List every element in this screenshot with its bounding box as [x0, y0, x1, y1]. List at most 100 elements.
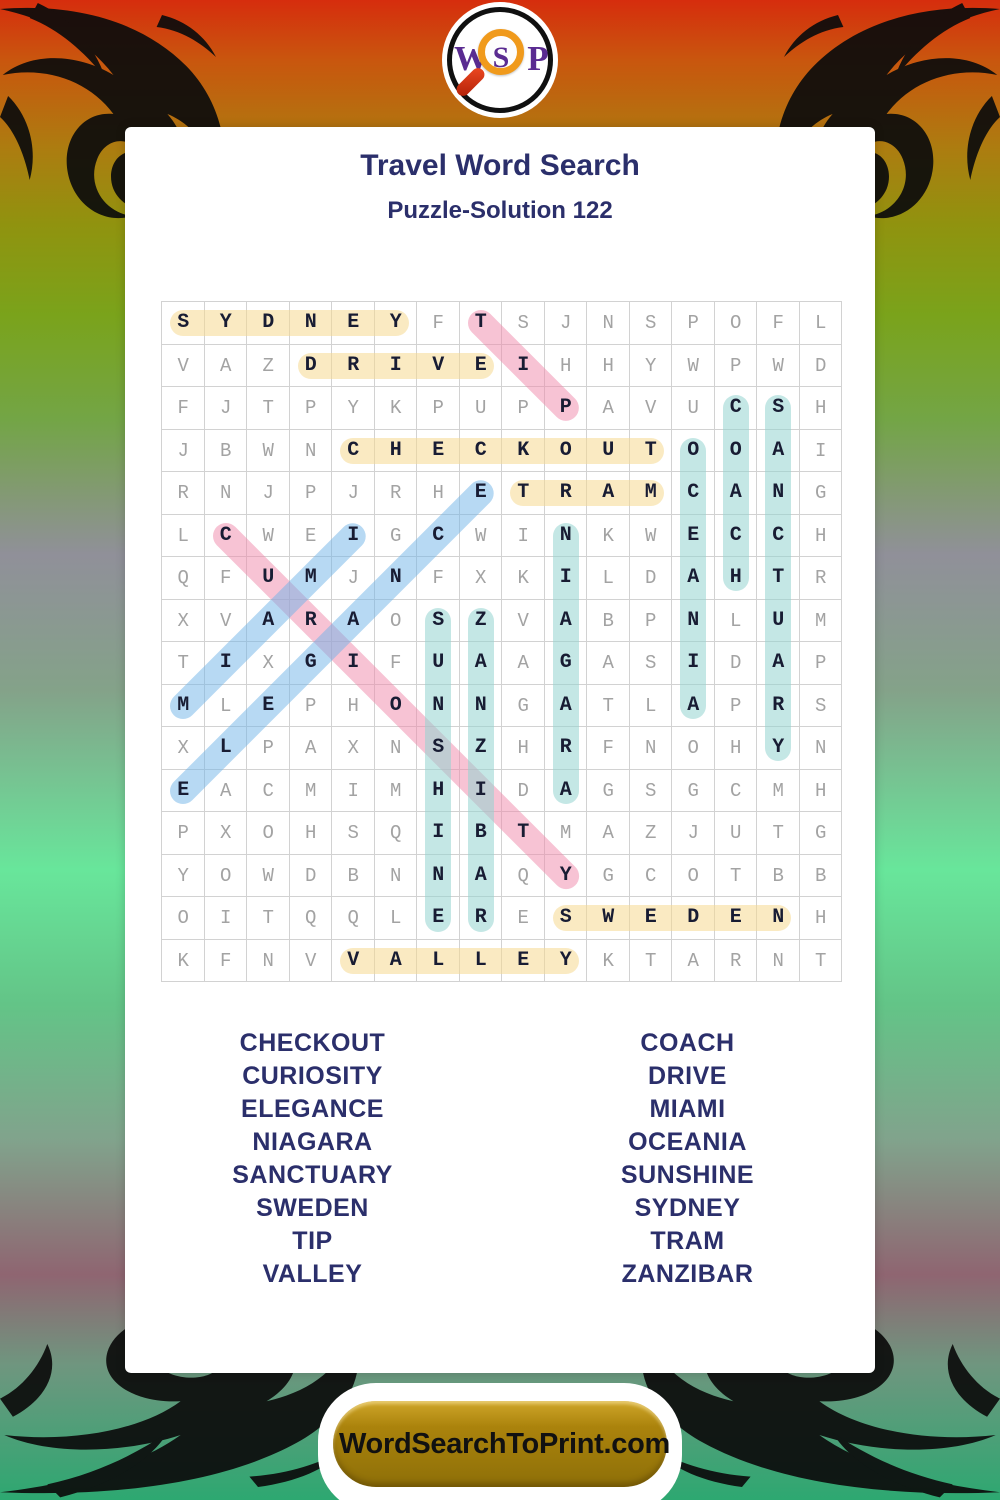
grid-cell: [459, 472, 502, 515]
word-list-item: SWEDEN: [256, 1194, 369, 1222]
grid-letter: S: [645, 312, 657, 334]
grid-letter: H: [602, 354, 614, 377]
grid-letter: Y: [559, 948, 572, 972]
grid-letter: C: [729, 523, 742, 547]
grid-cell: [204, 557, 247, 600]
grid-cell: [629, 642, 672, 685]
grid-cell: [629, 684, 672, 727]
grid-letter: C: [219, 523, 232, 547]
grid-letter: F: [602, 737, 614, 759]
wsp-logo: W P S: [442, 2, 558, 118]
grid-cell: [204, 812, 247, 855]
grid-letter: S: [645, 652, 657, 674]
grid-cell: [544, 302, 587, 345]
grid-cell: [502, 727, 545, 770]
site-link-button[interactable]: WordSearchToPrint.com: [333, 1401, 670, 1487]
grid-letter: A: [389, 948, 402, 972]
grid-letter: Y: [772, 736, 785, 759]
grid-letter: A: [474, 651, 487, 674]
grid-letter: R: [730, 949, 742, 972]
grid-cell: [629, 302, 672, 345]
grid-letter: C: [432, 523, 445, 547]
grid-cell: [714, 302, 757, 345]
grid-letter: W: [645, 524, 657, 547]
grid-cell: [502, 387, 545, 430]
grid-cell: [544, 854, 587, 897]
grid-letter: H: [815, 779, 827, 802]
grid-letter: A: [559, 608, 572, 632]
grid-letter: O: [730, 312, 742, 334]
grid-cell: [587, 769, 630, 812]
grid-letter: K: [177, 949, 189, 972]
grid-cell: [757, 769, 800, 812]
grid-letter: V: [305, 949, 317, 972]
grid-letter: W: [602, 906, 615, 929]
grid-letter: Y: [645, 354, 657, 377]
grid-letter: M: [390, 779, 402, 802]
grid-cell: [799, 514, 842, 557]
grid-letter: T: [772, 566, 785, 589]
grid-cell: [629, 557, 672, 600]
grid-cell: [757, 854, 800, 897]
grid-cell: [374, 599, 417, 642]
grid-letter: B: [602, 609, 614, 632]
grid-letter: W: [772, 354, 784, 377]
grid-letter: R: [390, 482, 402, 504]
grid-letter: I: [517, 524, 529, 547]
grid-letter: S: [517, 312, 529, 334]
grid-cell: [289, 642, 332, 685]
grid-cell: [332, 769, 375, 812]
grid-letter: X: [177, 737, 189, 759]
grid-cell: [799, 939, 842, 982]
grid-letter: N: [432, 863, 445, 887]
grid-letter: R: [559, 736, 572, 759]
grid-letter: J: [177, 439, 189, 462]
grid-cell: [502, 599, 545, 642]
grid-letter: F: [177, 397, 189, 419]
word-list-item: SYDNEY: [634, 1194, 741, 1222]
grid-letter: P: [517, 397, 529, 419]
grid-letter: T: [262, 907, 274, 929]
grid-cell: [289, 769, 332, 812]
grid-letter: P: [305, 397, 317, 419]
grid-cell: [757, 897, 800, 940]
grid-cell: [247, 599, 290, 642]
grid-cell: [332, 684, 375, 727]
grid-letter: N: [772, 906, 785, 929]
logo-letter-s: S: [492, 41, 510, 74]
grid-letter: S: [177, 311, 190, 334]
grid-cell: [799, 642, 842, 685]
word-list-item: TIP: [292, 1227, 333, 1255]
grid-letter: A: [347, 608, 360, 632]
grid-cell: [714, 812, 757, 855]
grid-letter: D: [687, 906, 700, 929]
grid-letter: T: [645, 949, 657, 972]
grid-letter: I: [474, 778, 487, 802]
grid-letter: X: [475, 567, 487, 589]
grid-letter: P: [305, 482, 317, 504]
grid-letter: M: [815, 609, 827, 632]
word-list-item: DRIVE: [648, 1062, 727, 1090]
grid-cell: [587, 854, 630, 897]
logo-ring: [447, 7, 553, 113]
grid-cell: [162, 599, 205, 642]
grid-letter: R: [815, 567, 827, 589]
grid-letter: Y: [177, 864, 189, 887]
grid-cell: [757, 939, 800, 982]
grid-letter: A: [772, 438, 785, 462]
word-list-item: CHECKOUT: [239, 1029, 386, 1057]
grid-letter: H: [432, 482, 444, 504]
grid-cell: [332, 472, 375, 515]
grid-cell: [629, 939, 672, 982]
grid-letter: T: [517, 821, 530, 844]
grid-cell: [247, 557, 290, 600]
grid-letter: N: [772, 949, 784, 972]
grid-letter: P: [645, 609, 657, 632]
grid-letter: Y: [389, 311, 402, 334]
grid-letter: A: [559, 693, 572, 717]
grid-letter: H: [560, 354, 572, 377]
grid-letter: V: [517, 609, 529, 632]
grid-cell: [459, 302, 502, 345]
